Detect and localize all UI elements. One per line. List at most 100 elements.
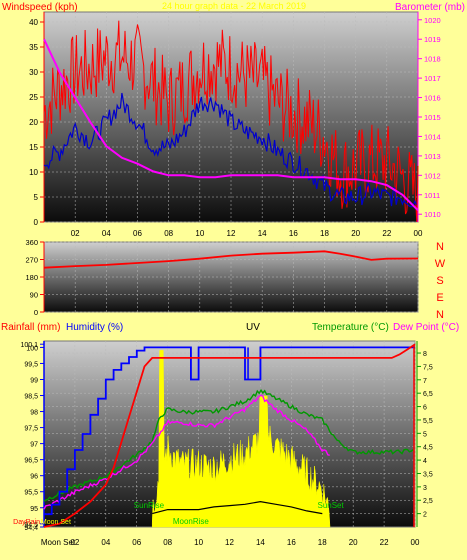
series-solar xyxy=(152,500,323,515)
y2-tick-label: 4 xyxy=(423,458,427,465)
x-tick-label: 00 xyxy=(411,538,420,547)
x-tick-label: 12 xyxy=(227,229,236,238)
series-temperature xyxy=(43,388,414,502)
temperature-axis-title: Temperature (°C) xyxy=(312,322,389,333)
x-tick-label: 16 xyxy=(289,229,298,238)
moonrise-label: MoonRise xyxy=(173,517,210,526)
y2-tick-label: 1016 xyxy=(424,94,441,103)
y-tick-label: 5 xyxy=(34,193,39,202)
direction-label: S xyxy=(436,275,443,287)
series-humidity xyxy=(44,346,415,516)
x-tick-label: 04 xyxy=(102,229,111,238)
y2-axis-title: Barometer (mb) xyxy=(395,2,465,13)
y-tick-label: 98 xyxy=(30,410,38,417)
y-tick-label: 97,5 xyxy=(24,426,38,433)
y2-tick-label: 4,5 xyxy=(423,445,433,452)
series-rainfall xyxy=(43,343,416,528)
y-tick-label: 0 xyxy=(34,218,39,227)
y-tick-label: 0 xyxy=(34,308,38,317)
humidity-axis-title: Humidity (%) xyxy=(66,322,123,333)
y2-tick-label: 1018 xyxy=(424,55,441,64)
x-tick-label: 08 xyxy=(163,538,172,547)
y2-tick-label: 6 xyxy=(423,405,427,412)
x-tick-label: 14 xyxy=(256,538,265,547)
uv-axis-title: UV xyxy=(246,322,260,333)
y2-tick-label: 7,5 xyxy=(423,364,433,371)
dayrain-label: DayRain xyxy=(13,519,40,526)
y2-tick-label: 8 xyxy=(423,351,427,358)
y-tick-label: 15 xyxy=(29,143,38,152)
y-tick-label: 40 xyxy=(29,18,38,27)
y2-tick-label: 1015 xyxy=(424,113,441,122)
chart-title: 24 hour graph data - 22 March 2019 xyxy=(162,1,306,11)
x-tick-label: 04 xyxy=(101,538,110,547)
direction-label: N xyxy=(436,309,444,321)
y-tick-label: 35 xyxy=(29,43,38,52)
moonset-label: Moon Set xyxy=(41,519,71,526)
x-tick-label: 18 xyxy=(320,229,329,238)
direction-label: E xyxy=(436,292,443,304)
y-tick-label: 10 xyxy=(29,168,38,177)
y2-tick-label: 1010 xyxy=(424,210,441,219)
x-tick-label: 20 xyxy=(349,538,358,547)
y2-tick-label: 5 xyxy=(423,431,427,438)
x-tick-label: 02 xyxy=(70,538,79,547)
direction-label: W xyxy=(435,258,446,270)
y-tick-label: 100,1 xyxy=(20,342,38,349)
y2-tick-label: 3,5 xyxy=(423,471,433,478)
y2-tick-label: 6,5 xyxy=(423,391,433,398)
y2-tick-label: 2 xyxy=(423,512,427,519)
y-tick-label: 95 xyxy=(30,506,38,513)
y2-tick-label: 7 xyxy=(423,378,427,385)
y-tick-label: 20 xyxy=(29,118,38,127)
x-tick-label: 10 xyxy=(194,538,203,547)
y2-tick-label: 5,5 xyxy=(423,418,433,425)
x-tick-label: 20 xyxy=(351,229,360,238)
y-tick-label: 99 xyxy=(30,377,38,384)
y2-tick-label: 1012 xyxy=(424,171,441,180)
series-dewpoint xyxy=(43,394,330,510)
y2-tick-label: 1020 xyxy=(424,16,441,25)
x-tick-label: 22 xyxy=(382,229,391,238)
y-tick-label: 270 xyxy=(25,256,38,265)
y-tick-label: 30 xyxy=(29,68,38,77)
y-tick-label: 98,5 xyxy=(24,394,38,401)
y2-tick-label: 1013 xyxy=(424,152,441,161)
x-tick-label: 06 xyxy=(133,229,142,238)
series-wind xyxy=(43,92,417,208)
series-pressure xyxy=(43,38,419,212)
y-tick-label: 99,5 xyxy=(24,361,38,368)
x-tick-label: 10 xyxy=(195,229,204,238)
moonset-x-label: Moon Set xyxy=(41,538,76,547)
x-tick-label: 22 xyxy=(380,538,389,547)
dewpoint-axis-title: Dew Point (°C) xyxy=(393,322,459,333)
series-uv xyxy=(151,350,331,528)
sunset-label: SunSet xyxy=(317,501,344,510)
x-tick-label: 18 xyxy=(318,538,327,547)
y2-tick-label: 2,5 xyxy=(423,498,433,505)
wind-pressure-chart: 02 04 06 08 10 12 14 16 18 20 22 000510152025303540… xyxy=(2,1,465,238)
x-tick-label: 00 xyxy=(414,229,423,238)
series-gust xyxy=(43,20,419,223)
y2-tick-label: 1019 xyxy=(424,35,441,44)
y-tick-label: 96,5 xyxy=(24,458,38,465)
x-tick-label: 06 xyxy=(132,538,141,547)
x-tick-label: 08 xyxy=(164,229,173,238)
y-axis-title: Windspeed (kph) xyxy=(2,2,78,13)
y-tick-label: 100 xyxy=(26,345,38,352)
x-tick-label: 02 xyxy=(71,229,80,238)
plot-area xyxy=(43,241,419,313)
y2-tick-label: 1017 xyxy=(424,74,441,83)
sunrise-label: SunRise xyxy=(134,501,165,510)
y-tick-label: 95,5 xyxy=(24,490,38,497)
y-tick-label: 180 xyxy=(25,273,38,282)
y2-tick-label: 1014 xyxy=(424,132,441,141)
series-direction xyxy=(43,250,419,269)
y-tick-label: 360 xyxy=(25,238,38,247)
direction-label: N xyxy=(436,241,444,253)
x-tick-label: 12 xyxy=(225,538,234,547)
